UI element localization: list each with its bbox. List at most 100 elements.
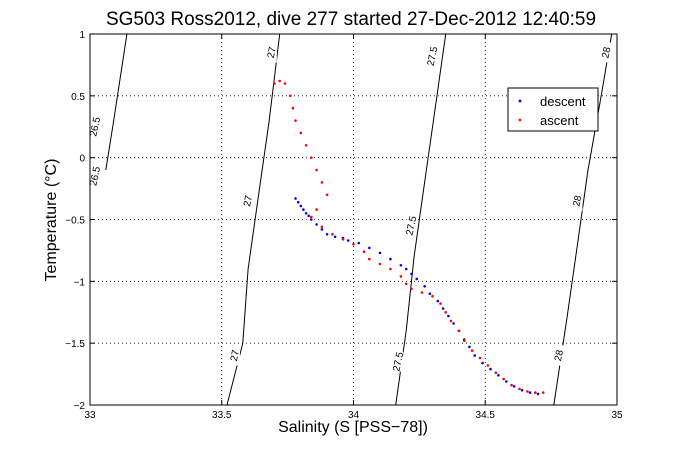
contour-label: 27.5 xyxy=(405,215,420,237)
contour-label-bg xyxy=(243,190,254,211)
ascent-point xyxy=(444,311,448,314)
descent-point xyxy=(512,385,516,388)
legend-label-descent: descent xyxy=(540,94,586,109)
x-axis-label: Salinity (S [PSS−78]) xyxy=(278,419,428,436)
ascent-point xyxy=(462,339,466,343)
descent-point xyxy=(368,246,371,250)
ascent-point xyxy=(494,371,498,375)
contour-label-bg xyxy=(406,215,417,236)
contour-label: 27.5 xyxy=(391,351,406,373)
contour-line-27 xyxy=(226,33,281,406)
ascent-point xyxy=(457,329,461,333)
y-tick-label: 0.5 xyxy=(71,92,85,103)
ascent-point xyxy=(299,131,303,135)
ascent-point xyxy=(352,242,355,246)
descent-point xyxy=(378,251,382,255)
ascent-point xyxy=(273,82,276,85)
y-tick-label: −1 xyxy=(74,277,86,288)
ascent-point xyxy=(315,208,318,211)
x-tick-label: 33.5 xyxy=(212,410,232,421)
data-series xyxy=(273,79,545,396)
contour-label: 27 xyxy=(266,46,279,60)
ascent-point xyxy=(431,294,434,298)
ascent-point xyxy=(331,233,334,236)
y-tick-label: −2 xyxy=(74,401,86,412)
contour-label-bg xyxy=(427,46,438,67)
series-ascent xyxy=(273,79,545,394)
ascent-point xyxy=(389,267,392,271)
ascent-point xyxy=(283,82,287,85)
descent-point xyxy=(325,233,329,236)
descent-point xyxy=(315,223,318,226)
ascent-point xyxy=(410,287,413,291)
ascent-point xyxy=(449,319,453,323)
ascent-point xyxy=(541,391,545,394)
descent-point xyxy=(320,228,324,231)
contour-label-bg xyxy=(601,42,612,63)
y-tick-label: 1 xyxy=(79,30,85,41)
descent-point xyxy=(310,218,313,221)
contour-label: 27 xyxy=(229,349,242,363)
contour-label-bg xyxy=(266,42,277,63)
ascent-point xyxy=(486,364,490,367)
ascent-point xyxy=(315,168,318,172)
ascent-point xyxy=(325,193,329,197)
descent-point xyxy=(333,235,337,239)
descent-point xyxy=(404,267,408,271)
ascent-point xyxy=(534,391,537,394)
ascent-point xyxy=(362,250,366,253)
y-tick-label: 0 xyxy=(79,154,85,165)
contour-label-bg xyxy=(90,116,101,137)
legend-box xyxy=(507,87,599,132)
contour-label: 28 xyxy=(600,46,613,60)
ascent-point xyxy=(502,377,506,381)
x-tick-label: 34 xyxy=(348,410,360,421)
contour-label-bg xyxy=(554,345,565,366)
contour-label-bg xyxy=(393,351,404,372)
descent-point xyxy=(307,214,311,218)
contour-line-27-5 xyxy=(395,33,447,406)
contour-label-bg xyxy=(90,166,101,187)
descent-point xyxy=(294,197,297,200)
legend-marker-ascent xyxy=(518,118,522,122)
ascent-point xyxy=(294,119,297,122)
x-tick-label: 34.5 xyxy=(476,410,496,421)
descent-point xyxy=(536,392,540,396)
ascent-point xyxy=(368,257,371,261)
y-tick-label: −1.5 xyxy=(65,339,85,350)
descent-point xyxy=(399,264,403,267)
contour-label: 26.5 xyxy=(88,116,103,138)
ascent-point xyxy=(518,387,521,391)
ascent-point xyxy=(310,215,313,219)
x-axis-ticks: 33 33.5 34 34.5 35 xyxy=(84,34,623,421)
contour-label: 28 xyxy=(553,349,566,363)
legend-marker-descent xyxy=(518,99,522,103)
descent-point xyxy=(302,208,305,211)
descent-point xyxy=(296,200,300,204)
ascent-point xyxy=(439,302,442,305)
descent-point xyxy=(489,367,492,371)
descent-point xyxy=(436,299,440,303)
x-tick-label: 33 xyxy=(84,410,96,421)
contour-label: 27.5 xyxy=(426,45,441,67)
ascent-point xyxy=(320,225,324,229)
descent-point xyxy=(428,292,432,296)
ascent-point xyxy=(320,181,324,184)
descent-point xyxy=(468,345,471,349)
descent-point xyxy=(423,285,426,288)
descent-point xyxy=(389,257,392,261)
descent-point xyxy=(520,388,524,392)
descent-point xyxy=(410,272,413,276)
descent-point xyxy=(505,380,508,383)
descent-point xyxy=(481,361,484,365)
legend-label-ascent: ascent xyxy=(540,113,579,128)
contour-label-bg xyxy=(229,345,240,366)
ascent-point xyxy=(310,156,313,159)
descent-point xyxy=(447,314,450,318)
ascent-point xyxy=(304,144,308,147)
ascent-point xyxy=(510,383,513,387)
ascent-point xyxy=(341,238,345,241)
series-descent xyxy=(294,197,540,396)
ascent-point xyxy=(404,282,408,286)
